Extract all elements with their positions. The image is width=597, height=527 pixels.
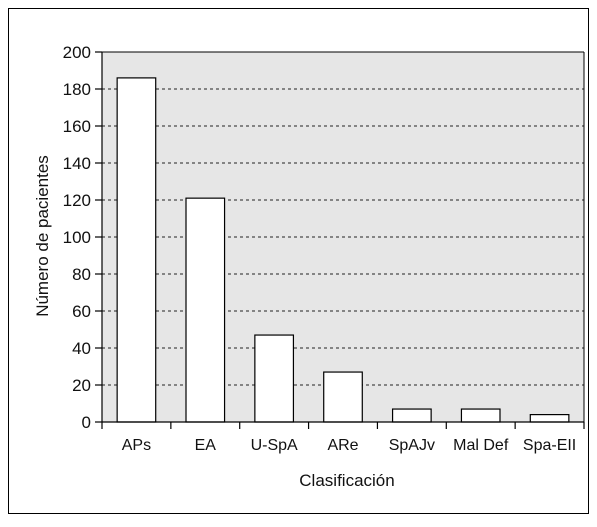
y-tick-label-0: 0 — [82, 413, 91, 432]
y-tick-label-60: 60 — [72, 302, 91, 321]
y-tick-label-80: 80 — [72, 265, 91, 284]
bar-u-spa — [254, 334, 295, 423]
y-tick-label-40: 40 — [72, 339, 91, 358]
y-tick-label-200: 200 — [63, 43, 91, 62]
y-tick-label-160: 160 — [63, 117, 91, 136]
bar-spajv — [391, 408, 432, 423]
y-tick-label-180: 180 — [63, 80, 91, 99]
bar-mal-def — [460, 408, 501, 423]
x-axis-label: Clasificación — [299, 471, 394, 490]
y-tick-label-120: 120 — [63, 191, 91, 210]
x-tick-label-u-spa: U-SpA — [251, 437, 298, 454]
plot-area: 0 20 40 60 80 100 120 140 160 180 200 APs EA U-SpA ARe… — [63, 43, 585, 454]
bar-ea — [185, 197, 226, 423]
y-tick-label-140: 140 — [63, 154, 91, 173]
y-tick-label-100: 100 — [63, 228, 91, 247]
y-axis-label: Número de pacientes — [33, 155, 52, 317]
x-tick-label-mal-def: Mal Def — [453, 437, 509, 454]
x-tick-label-ea: EA — [195, 437, 217, 454]
x-tick-label-spajv: SpAJv — [389, 437, 435, 454]
y-tick-label-20: 20 — [72, 376, 91, 395]
x-tick-label-spa-eii: Spa-EII — [523, 437, 576, 454]
bar-spa-eii — [529, 414, 570, 423]
bar-are — [323, 371, 363, 423]
x-tick-label-aps: APs — [122, 437, 151, 454]
x-tick-label-are: ARe — [327, 437, 358, 454]
bar-aps — [116, 77, 157, 423]
